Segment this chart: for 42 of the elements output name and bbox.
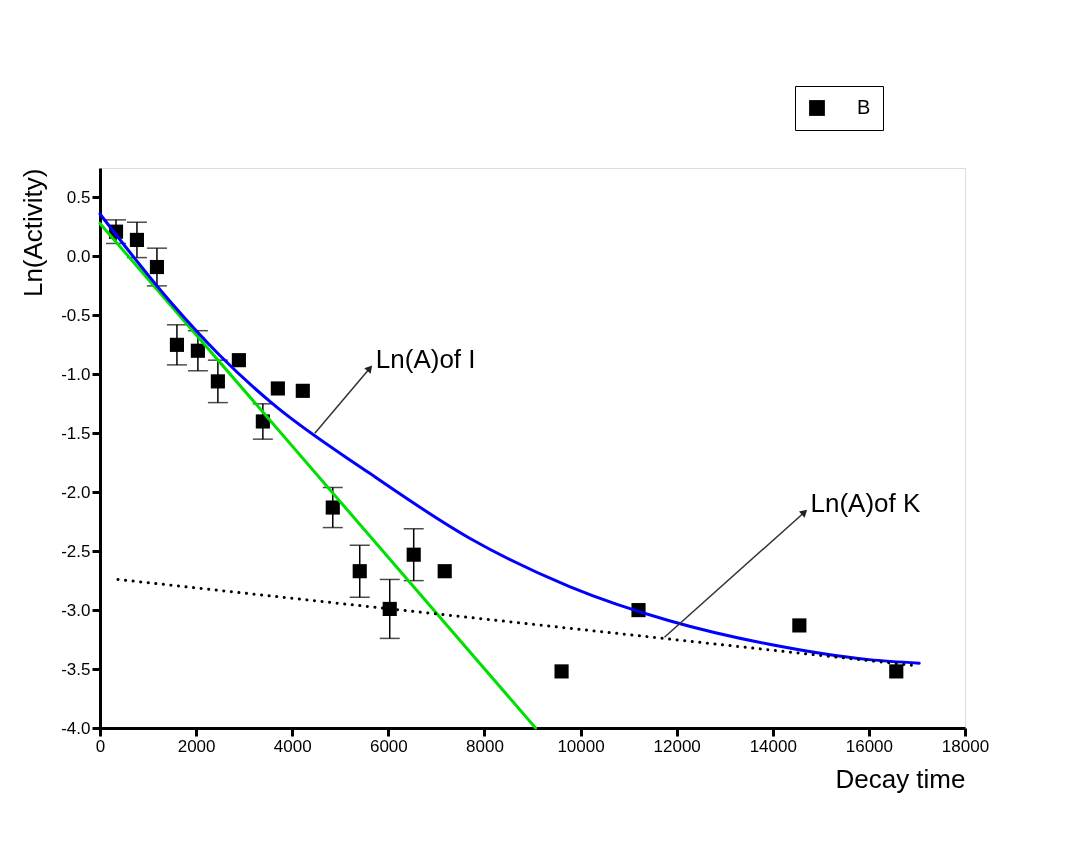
x-tick-label: 8000 (466, 736, 504, 756)
point (231, 353, 246, 368)
point (352, 564, 367, 579)
point (210, 374, 225, 389)
y-tick-label: 0.0 (66, 246, 91, 266)
x-tick-label: 10000 (557, 736, 605, 756)
x-tick-label: 14000 (749, 736, 797, 756)
y-tick-label: -1.5 (61, 423, 91, 443)
annotation: Ln(A)of I (375, 344, 476, 375)
y-axis-title: Ln(Activity) (18, 168, 49, 298)
point (889, 664, 904, 679)
y-tick-label: -4.0 (61, 718, 91, 738)
point (325, 500, 340, 515)
x-tick-label: 12000 (653, 736, 701, 756)
point (406, 547, 421, 562)
x-tick-label: 0 (95, 736, 106, 756)
point (270, 381, 285, 396)
x-tick-label: 4000 (273, 736, 312, 756)
legend-label: B (857, 96, 871, 118)
point (149, 259, 165, 275)
y-tick-label: -0.5 (61, 305, 91, 325)
point (190, 343, 205, 358)
y-tick-label: -1.0 (61, 364, 91, 384)
point (437, 564, 452, 579)
y-tick-label: -2.5 (61, 541, 91, 561)
point (129, 232, 145, 247)
x-tick-label: 16000 (845, 736, 894, 756)
y-tick-label: 0.5 (66, 187, 91, 207)
y-tick-label: -2.0 (61, 482, 91, 502)
x-tick-label: 6000 (369, 736, 408, 756)
line-series (98, 212, 921, 665)
x-tick-label: 18000 (941, 736, 990, 756)
y-tick-label: -3.0 (61, 600, 91, 620)
point (382, 601, 397, 616)
point (554, 664, 569, 679)
y-tick-label: -3.5 (61, 659, 91, 679)
point (792, 618, 807, 633)
point (169, 337, 185, 352)
x-tick-label: 2000 (177, 736, 216, 756)
point (295, 383, 310, 398)
annotation: Ln(A)of K (810, 488, 921, 519)
x-axis-title: Decay time (835, 763, 966, 794)
